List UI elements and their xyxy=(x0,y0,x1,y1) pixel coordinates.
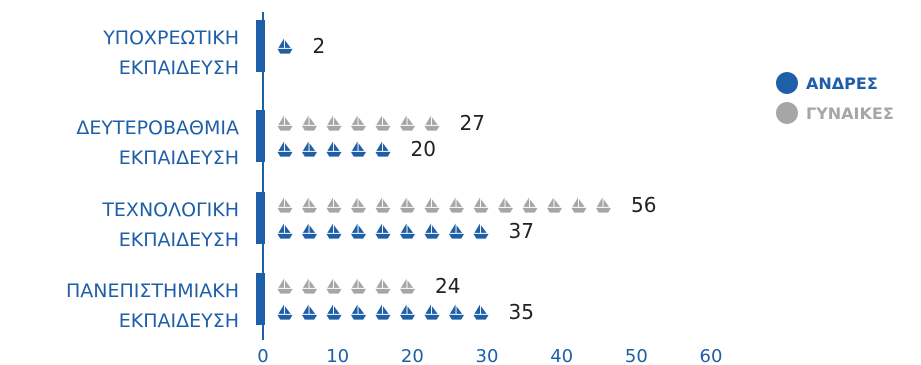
boat-icon xyxy=(375,197,391,213)
boat-icon xyxy=(350,197,367,213)
data-label: 37 xyxy=(509,219,534,243)
boat-icon xyxy=(473,304,489,320)
boat-icon xyxy=(350,278,367,294)
boat-icon xyxy=(424,223,440,239)
boat-icon xyxy=(399,115,416,131)
x-tick-label: 20 xyxy=(401,346,424,365)
legend-swatch xyxy=(776,72,798,94)
category-baseline-bar xyxy=(256,110,265,162)
category-label: ΕΚΠΑΙΔΕΥΣΗ xyxy=(119,147,239,169)
boat-icon xyxy=(424,304,440,320)
boat-icon xyxy=(350,115,367,131)
category-label: ΕΚΠΑΙΔΕΥΣΗ xyxy=(119,57,239,79)
category-label: ΔΕΥΤΕΡΟΒΑΘΜΙΑ xyxy=(76,117,239,139)
boat-icon xyxy=(301,141,318,157)
boat-icon xyxy=(571,197,587,213)
x-tick-label: 50 xyxy=(625,346,648,365)
boat-icon xyxy=(399,304,416,320)
boat-icon xyxy=(399,223,416,239)
data-label: 20 xyxy=(411,137,436,161)
boat-icon xyxy=(399,197,416,213)
boat-icon xyxy=(497,197,514,213)
x-tick-label: 0 xyxy=(257,346,268,365)
boat-icon xyxy=(595,197,612,213)
boat-icon xyxy=(301,223,318,239)
data-label: 2 xyxy=(313,34,326,58)
category-label: ΥΠΟΧΡΕΩΤΙΚΗ xyxy=(102,27,239,49)
boat-icon xyxy=(301,278,318,294)
boat-icon xyxy=(350,304,367,320)
category-label: ΠΑΝΕΠΙΣΤΗΜΙΑΚΗ xyxy=(66,280,239,302)
legend-label: ΑΝΔΡΕΣ xyxy=(806,74,878,93)
boat-icon xyxy=(301,304,318,320)
boat-icon xyxy=(424,197,440,213)
data-label: 35 xyxy=(509,300,534,324)
boat-icon xyxy=(326,278,342,294)
boat-icon xyxy=(326,197,342,213)
boat-icon xyxy=(375,304,391,320)
boat-icon xyxy=(277,141,293,157)
boat-icon xyxy=(326,115,342,131)
boat-icon xyxy=(277,38,293,54)
boat-icon xyxy=(350,223,367,239)
marks: 2 27 20 56 37 24 35 xyxy=(277,34,656,324)
boat-icon xyxy=(375,115,391,131)
boat-icon xyxy=(448,197,465,213)
x-tick-label: 60 xyxy=(700,346,723,365)
boat-icon xyxy=(522,197,538,213)
legend-label: ΓΥΝΑΙΚΕΣ xyxy=(806,104,894,123)
boat-icon xyxy=(448,304,465,320)
data-label: 56 xyxy=(631,193,656,217)
boat-icon xyxy=(375,141,391,157)
category-baseline-bar xyxy=(256,192,265,244)
x-tick-label: 30 xyxy=(476,346,499,365)
boat-icon xyxy=(326,223,342,239)
boat-icon xyxy=(473,223,489,239)
boat-icon xyxy=(399,278,416,294)
category-baseline-bar xyxy=(256,273,265,325)
category-label: ΕΚΠΑΙΔΕΥΣΗ xyxy=(119,229,239,251)
category-label: ΤΕΧΝΟΛΟΓΙΚΗ xyxy=(101,199,239,221)
legend: ΑΝΔΡΕΣ ΓΥΝΑΙΚΕΣ xyxy=(776,72,894,124)
boat-icon xyxy=(277,223,293,239)
boat-icon xyxy=(350,141,367,157)
boat-icon xyxy=(473,197,489,213)
category-label: ΕΚΠΑΙΔΕΥΣΗ xyxy=(119,310,239,332)
boat-icon xyxy=(277,115,293,131)
boat-icon xyxy=(277,197,293,213)
boat-icon xyxy=(375,278,391,294)
boat-icon xyxy=(326,304,342,320)
data-label: 24 xyxy=(435,274,460,298)
boat-icon xyxy=(277,304,293,320)
x-tick-label: 10 xyxy=(326,346,349,365)
boat-icon xyxy=(326,141,342,157)
boat-icon xyxy=(301,115,318,131)
boat-icon xyxy=(277,278,293,294)
legend-swatch xyxy=(776,102,798,124)
data-label: 27 xyxy=(460,111,485,135)
boat-icon xyxy=(424,115,440,131)
boat-icon xyxy=(546,197,563,213)
boat-icon xyxy=(375,223,391,239)
x-tick-label: 40 xyxy=(550,346,573,365)
axes: 0 10 20 30 40 50 60 ΥΠΟΧΡΕΩΤΙΚΗ ΕΚΠΑΙΔΕΥΣΗ ΔΕΥΤΕΡ… xyxy=(66,12,723,365)
boat-icon xyxy=(448,223,465,239)
category-baseline-bar xyxy=(256,20,265,72)
boat-icon xyxy=(301,197,318,213)
